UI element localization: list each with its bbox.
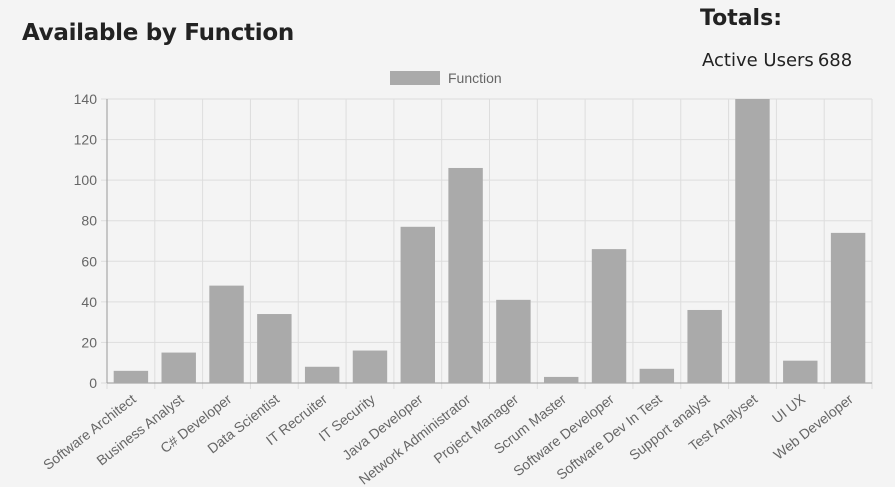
bar [687, 309, 722, 383]
active-users-value: 688 [817, 50, 853, 71]
y-tick-label: 60 [81, 253, 97, 269]
bar [448, 167, 483, 383]
x-tick-label: Java Developer [339, 391, 426, 464]
bar [496, 299, 531, 383]
bar [209, 285, 244, 383]
bar [735, 99, 770, 383]
bar [400, 226, 435, 383]
totals-title: Totals: [700, 6, 782, 31]
bar [352, 350, 388, 383]
y-tick-label: 0 [89, 375, 97, 391]
bar [639, 368, 675, 383]
x-tick-label: Support analyst [626, 391, 713, 464]
y-tick-label: 140 [74, 91, 98, 107]
y-tick-label: 80 [81, 213, 97, 229]
bar [830, 232, 866, 383]
y-tick-label: 100 [74, 172, 98, 188]
chart-title: Available by Function [22, 20, 294, 46]
bar [783, 360, 818, 383]
legend-label[interactable]: Function [448, 70, 502, 86]
bar [591, 249, 627, 383]
active-users-label: Active Users [702, 50, 814, 71]
bar [544, 376, 579, 383]
y-tick-label: 20 [81, 334, 97, 350]
y-tick-label: 120 [74, 132, 98, 148]
bar [257, 314, 292, 383]
x-tick-label: Project Manager [430, 391, 521, 467]
x-tick-label: Business Analyst [93, 391, 186, 469]
bar [161, 352, 196, 383]
bar [113, 370, 149, 383]
chart-legend[interactable]: Function [390, 68, 502, 88]
bar [304, 366, 340, 383]
x-tick-label: UI UX [769, 390, 809, 426]
legend-swatch[interactable] [390, 71, 440, 85]
active-users-stat: Active Users 688 [702, 50, 852, 71]
y-tick-label: 40 [81, 294, 97, 310]
